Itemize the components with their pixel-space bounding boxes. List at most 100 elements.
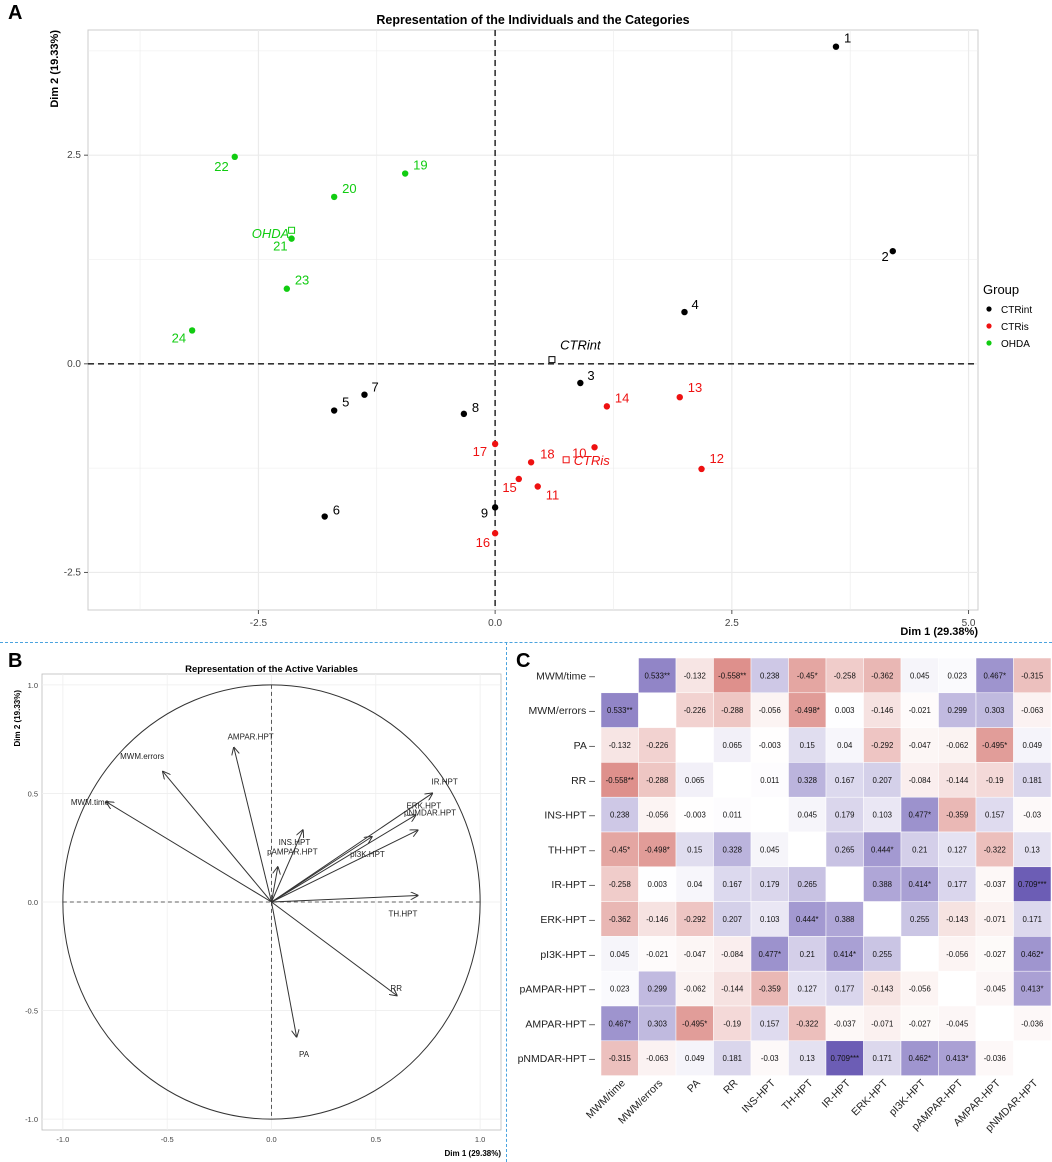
cell-label: -0.144 [946, 776, 969, 785]
x-tick-label: 0.0 [266, 1135, 276, 1144]
variable-label: PA [299, 1050, 310, 1059]
cell-label: 0.303 [647, 1019, 667, 1028]
heatmap-cell [1013, 657, 1052, 694]
divider-horizontal [0, 642, 1052, 643]
cell-label: -0.322 [984, 845, 1006, 854]
heatmap-cell [600, 796, 639, 833]
heatmap-cell [750, 692, 789, 728]
heatmap-cell [863, 796, 902, 833]
cell-label: 0.21 [800, 950, 815, 959]
legend-swatch [986, 306, 992, 312]
cell-label: 0.181 [722, 1054, 742, 1063]
cell-label: 0.167 [835, 776, 855, 785]
cell-label: -0.45* [609, 845, 630, 854]
point-label-9: 9 [481, 505, 488, 520]
point-label-20: 20 [342, 181, 356, 196]
cell-label: 0.045 [797, 811, 817, 820]
y-tick-label: 1.0 [28, 681, 38, 690]
variable-label: TH.HPT [388, 910, 417, 919]
plot-area [87, 29, 979, 611]
cell-label: -0.288 [721, 706, 743, 715]
heatmap-cell [863, 692, 902, 728]
heatmap-cell [788, 901, 827, 937]
variable-label: RR [390, 984, 402, 993]
heatmap-cell [1013, 796, 1052, 833]
chart-title: Representation of the Individuals and th… [376, 13, 689, 27]
row-label: AMPAR-HPT – [525, 1018, 595, 1030]
heatmap-cell [825, 866, 864, 902]
heatmap-cell [825, 692, 864, 728]
cell-label: -0.258 [834, 671, 856, 680]
y-tick-label: -0.5 [25, 1007, 38, 1016]
cell-label: -0.036 [984, 1054, 1006, 1063]
heatmap-cell [600, 727, 639, 763]
cell-label: -0.056 [909, 985, 931, 994]
cell-label: -0.037 [984, 880, 1006, 889]
point-15 [515, 475, 522, 483]
row-label: TH-HPT – [548, 844, 595, 856]
row-label: INS-HPT – [544, 810, 595, 822]
heatmap-cell [600, 831, 639, 868]
cell-label: -0.027 [984, 950, 1006, 959]
arrow-MWM.time [107, 802, 272, 903]
cell-label: -0.558** [718, 671, 746, 680]
heatmap-cell [750, 796, 789, 833]
point-3 [577, 379, 584, 387]
y-tick-label: -1.0 [25, 1115, 38, 1124]
heatmap-cell [825, 1005, 864, 1042]
cell-label: 0.023 [947, 671, 967, 680]
cell-label: -0.027 [909, 1019, 931, 1028]
heatmap-cell [975, 1040, 1014, 1076]
cell-label: -0.056 [646, 811, 668, 820]
cell-label: 0.477* [908, 811, 931, 820]
column-label: ERK-HPT [849, 1077, 890, 1118]
heatmap-cell [1013, 1040, 1052, 1076]
cell-label: 0.011 [760, 776, 779, 785]
point-label-2: 2 [882, 249, 889, 264]
point-21 [288, 235, 295, 242]
cell-label: 0.15 [687, 845, 703, 854]
column-label: TH-HPT [780, 1077, 816, 1113]
cell-label: 0.444* [871, 845, 894, 854]
heatmap-cell [713, 901, 752, 937]
heatmap-cell [1013, 901, 1052, 937]
cell-label: 0.207 [872, 776, 892, 785]
cell-label: -0.132 [684, 671, 706, 680]
cell-label: 0.328 [797, 776, 817, 785]
heatmap-cell [713, 657, 752, 694]
cell-label: -0.558** [606, 776, 634, 785]
cell-label: 0.388 [835, 915, 855, 924]
cell-label: 0.21 [912, 845, 927, 854]
point-label-17: 17 [473, 444, 487, 459]
cell-label: -0.045 [984, 985, 1007, 994]
y-tick-label: 0.5 [28, 789, 38, 798]
cell-label: -0.362 [871, 671, 893, 680]
cell-label: -0.071 [984, 915, 1006, 924]
cell-label: 0.477* [758, 950, 781, 959]
heatmap-cell [750, 901, 789, 937]
cell-label: 0.255 [910, 915, 930, 924]
cell-label: -0.495* [982, 741, 1007, 750]
cell-label: 0.299 [647, 985, 667, 994]
cell-label: -0.071 [871, 1019, 893, 1028]
cell-label: -0.315 [1021, 671, 1044, 680]
cell-label: 0.065 [685, 776, 705, 785]
x-tick-label: -0.5 [161, 1135, 174, 1144]
x-tick-label: -2.5 [250, 618, 268, 629]
cell-label: -0.021 [646, 950, 668, 959]
cell-label: 0.045 [910, 671, 930, 680]
cell-label: -0.03 [1023, 811, 1041, 820]
heatmap-cell [1013, 866, 1052, 902]
point-4 [681, 308, 688, 316]
heatmap-cell [938, 657, 977, 694]
heatmap-cell [938, 1005, 977, 1042]
arrow-TH.HPT [271, 895, 418, 903]
heatmap-cell [675, 901, 714, 937]
point-11 [534, 483, 541, 490]
point-label-4: 4 [691, 297, 698, 312]
cell-label: -0.292 [871, 741, 893, 750]
heatmap-cell [713, 692, 752, 728]
legend-label: CTRis [1001, 322, 1029, 333]
arrow-AMPAR.HPT [234, 748, 272, 903]
heatmap-cell [863, 901, 902, 937]
